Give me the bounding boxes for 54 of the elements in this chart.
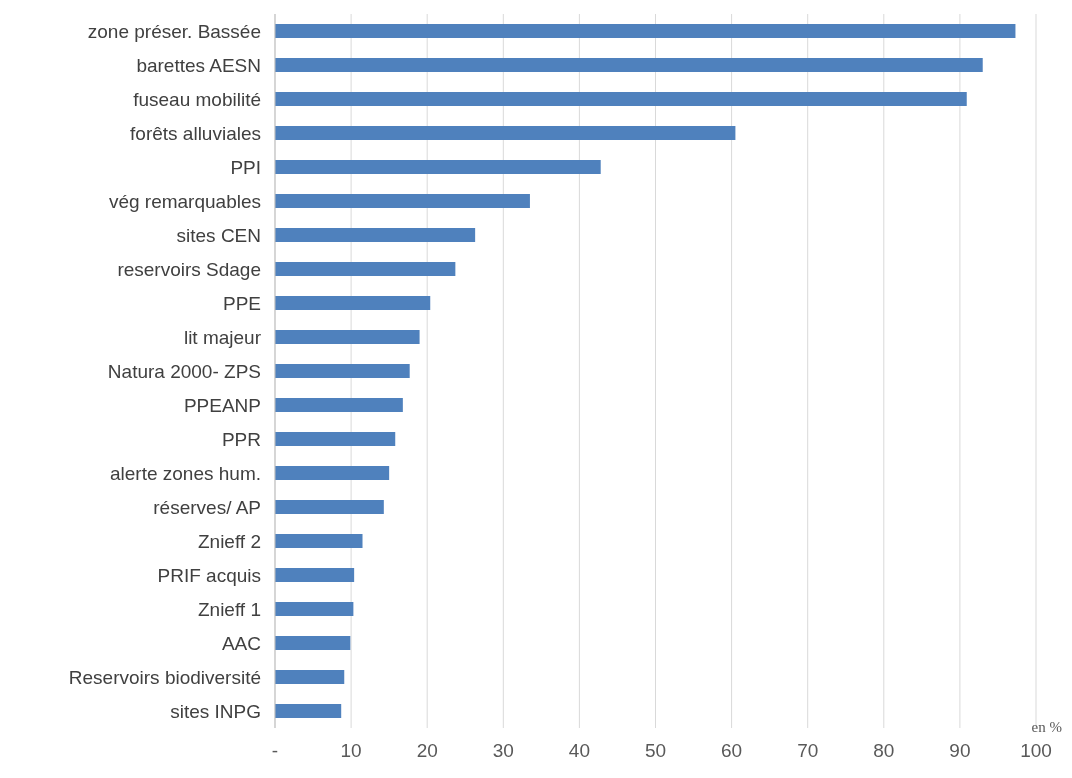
y-tick-label: PPI	[230, 156, 261, 178]
bar	[275, 568, 355, 582]
x-tick-label: 70	[797, 740, 819, 762]
bar	[275, 432, 396, 446]
y-tick-label: barettes AESN	[136, 54, 261, 76]
y-tick-label: fuseau mobilité	[133, 88, 261, 110]
bar	[275, 636, 351, 650]
x-axis-title: en %	[1031, 719, 1062, 735]
bar	[275, 704, 342, 718]
bar	[275, 398, 403, 412]
y-tick-label: Znieff 2	[197, 530, 261, 552]
bar	[275, 92, 967, 106]
x-tick-label: 80	[873, 740, 895, 762]
y-tick-label: PPEANP	[183, 394, 261, 416]
bar	[275, 24, 1016, 38]
x-tick-label: 20	[416, 740, 438, 762]
bar	[275, 500, 384, 514]
y-tick-label: PRIF acquis	[157, 564, 261, 586]
y-tick-label: réserves/ AP	[153, 496, 261, 518]
y-tick-label: forêts alluviales	[130, 122, 261, 144]
y-tick-label: PPR	[221, 428, 261, 450]
x-tick-label: 90	[949, 740, 971, 762]
y-tick-label: AAC	[221, 632, 261, 654]
bar	[275, 228, 476, 242]
bar	[275, 160, 601, 174]
x-tick-label: 40	[568, 740, 590, 762]
x-tick-label: 60	[721, 740, 743, 762]
x-tick-label: 10	[340, 740, 362, 762]
y-tick-label: Znieff 1	[197, 598, 261, 620]
y-tick-label: alerte zones hum.	[109, 462, 261, 484]
bar	[275, 126, 736, 140]
y-tick-label: sites INPG	[170, 700, 261, 722]
bar	[275, 670, 345, 684]
x-tick-label: 50	[644, 740, 667, 762]
y-tick-label: PPE	[222, 292, 261, 314]
x-tick-label: -	[271, 740, 279, 762]
bar	[275, 58, 983, 72]
y-tick-label: reservoirs Sdage	[117, 258, 261, 280]
bar	[275, 364, 410, 378]
y-tick-label: sites CEN	[176, 224, 261, 246]
y-tick-label: Natura 2000- ZPS	[107, 360, 261, 382]
x-tick-label: 30	[492, 740, 514, 762]
y-tick-label: vég remarquables	[108, 190, 261, 212]
bar	[275, 466, 390, 480]
y-tick-label: lit majeur	[183, 326, 262, 348]
bar	[275, 602, 354, 616]
x-tick-label: 100	[1020, 740, 1052, 762]
bar	[275, 534, 363, 548]
bar	[275, 330, 420, 344]
bar	[275, 194, 530, 208]
y-tick-label: zone préser. Bassée	[87, 20, 261, 42]
y-tick-label: Reservoirs biodiversité	[68, 666, 261, 688]
bar	[275, 262, 456, 276]
bar	[275, 296, 431, 310]
